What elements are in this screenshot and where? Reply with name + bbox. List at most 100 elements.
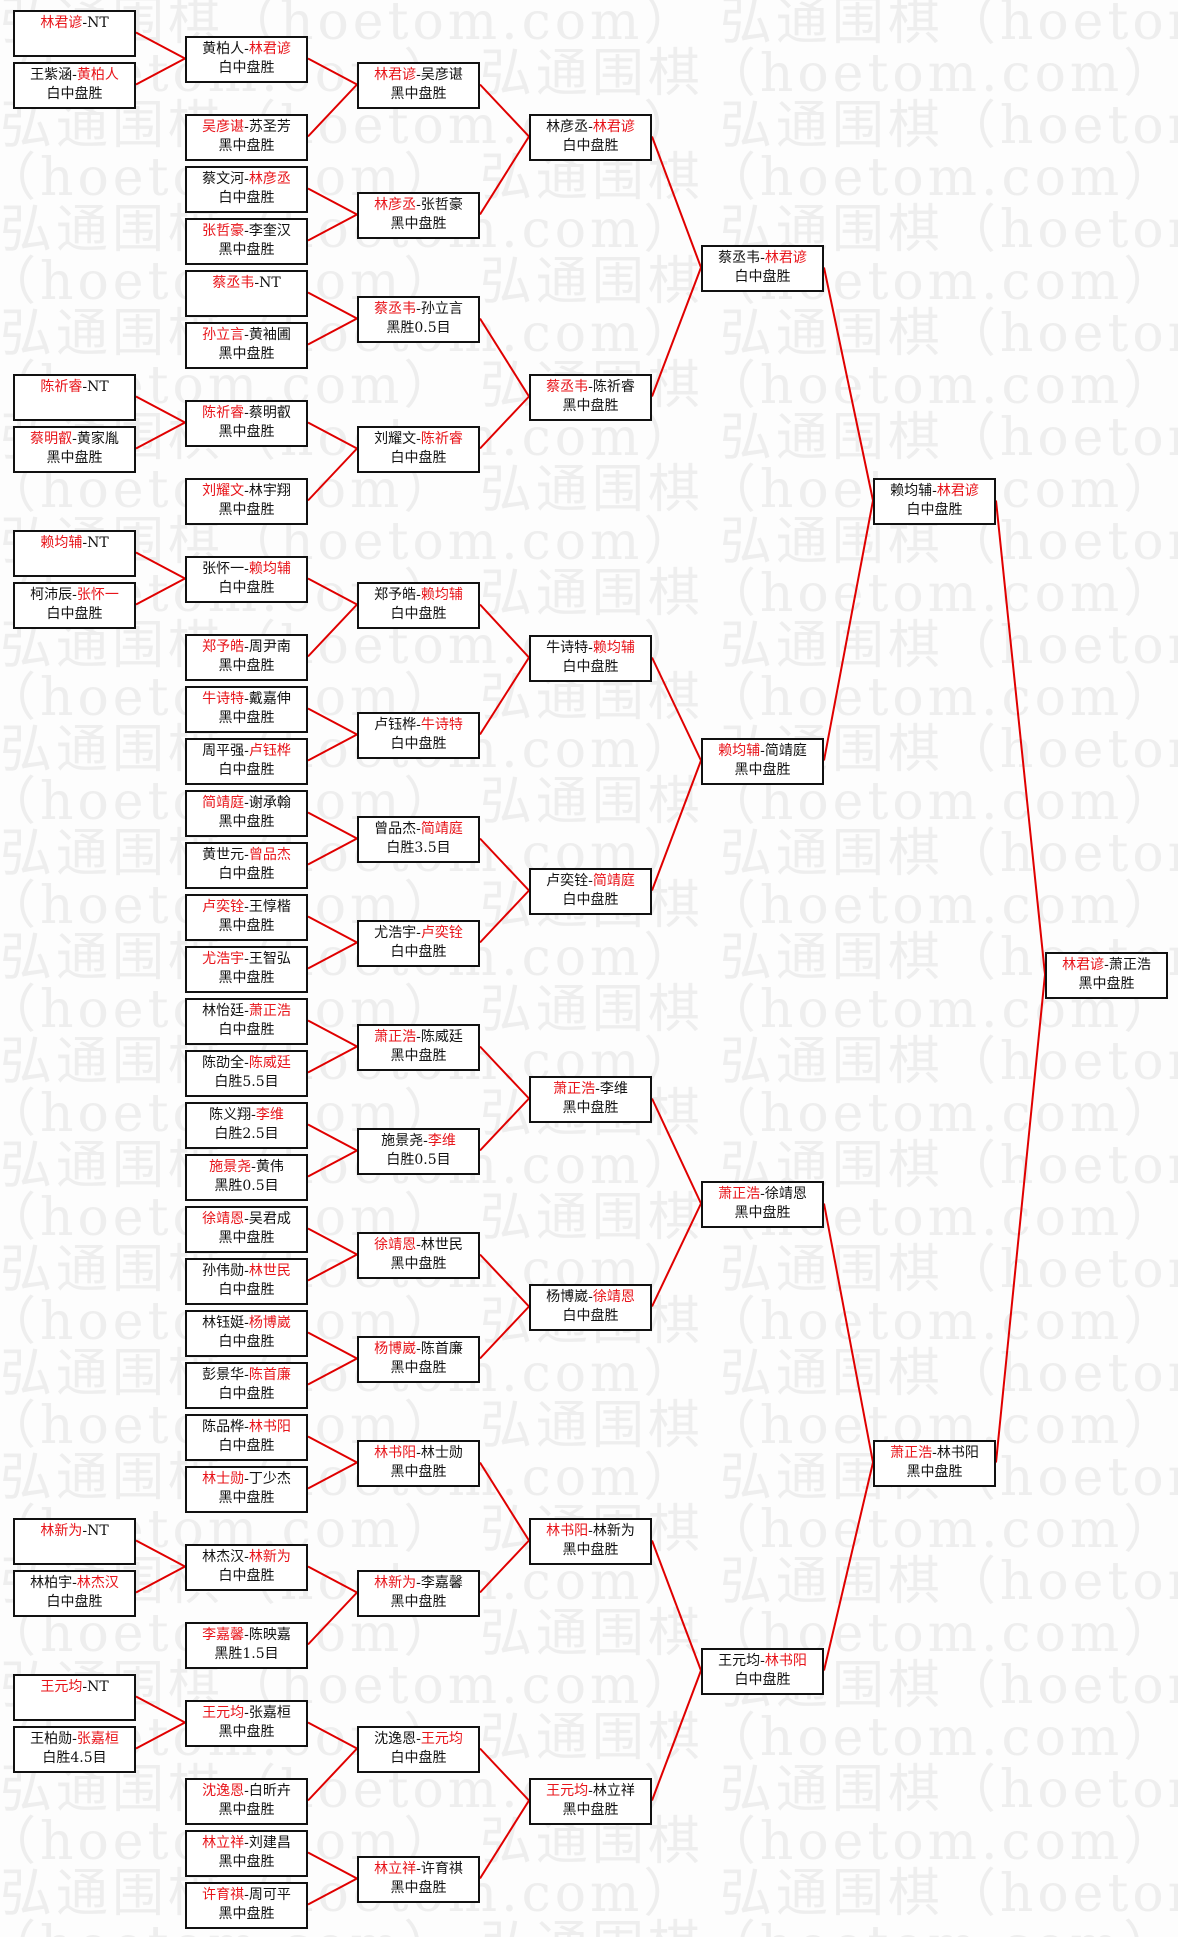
match-players: 柯沛辰-张怀一 [15, 586, 134, 605]
separator: - [244, 691, 249, 707]
match-result: 黑中盘胜 [390, 216, 447, 232]
match-result: 白中盘胜 [218, 1334, 275, 1350]
player-1: 徐靖恩 [374, 1237, 417, 1253]
match-players: 吴彦谌-苏圣芳 [187, 118, 306, 137]
player-1: 陈品桦 [202, 1419, 245, 1435]
connector-line [479, 1461, 530, 1542]
connector-line [479, 83, 530, 138]
separator: - [72, 1731, 77, 1747]
player-2: 赖均辅 [248, 561, 291, 577]
player-1: 卢奕铨 [202, 899, 245, 915]
match-players: 林钰娗-杨博崴 [187, 1314, 306, 1333]
player-2: 李维 [599, 1081, 628, 1097]
player-1: 林君谚 [374, 67, 417, 83]
separator: - [72, 587, 77, 603]
separator: - [588, 119, 593, 135]
player-2: 黄家胤 [76, 431, 119, 447]
player-1: 林士勋 [202, 1471, 245, 1487]
separator: - [588, 640, 593, 656]
connector-line [479, 395, 530, 450]
connector-line [651, 1670, 702, 1801]
player-1: 陈祈睿 [202, 405, 245, 421]
match-result: 黑中盘胜 [390, 1048, 447, 1064]
player-1: 郑予皓 [374, 587, 417, 603]
player-1: 王元均 [546, 1783, 589, 1799]
match-players: 杨博崴-陈首廉 [359, 1340, 478, 1359]
separator: - [416, 431, 421, 447]
player-2: 卢奕铨 [420, 925, 463, 941]
separator: - [416, 587, 421, 603]
match-players: 蔡明叡-黄家胤 [15, 430, 134, 449]
match-result: 白中盘胜 [218, 866, 275, 882]
match-box: 蔡明叡-黄家胤 黑中盘胜 [13, 426, 136, 473]
match-players: 刘耀文-林宇翔 [187, 482, 306, 501]
player-1: 林柏宇 [30, 1575, 73, 1591]
match-box: 陈品桦-林书阳 白中盘胜 [185, 1414, 308, 1461]
player-2: NT [87, 535, 109, 551]
match-result: 白胜0.5目 [386, 1152, 451, 1168]
connector-line [307, 733, 358, 762]
player-2: 卢钰桦 [248, 743, 291, 759]
match-players: 许育祺-周可平 [187, 1886, 306, 1905]
connector-line [135, 1539, 186, 1568]
match-box: 杨博崴-徐靖恩 白中盘胜 [529, 1284, 652, 1331]
match-box: 林书阳-林新为 黑中盘胜 [529, 1518, 652, 1565]
match-result: 黑中盘胜 [390, 1256, 447, 1272]
player-1: 蔡丞韦 [718, 250, 761, 266]
match-players: 陈祈睿-NT [15, 378, 134, 397]
match-box: 林彦丞-张哲豪 黑中盘胜 [357, 192, 480, 239]
connector-line [995, 500, 1046, 975]
separator: - [588, 1289, 593, 1305]
match-box: 林士勋-丁少杰 黑中盘胜 [185, 1466, 308, 1513]
match-result: 白中盘胜 [562, 1308, 619, 1324]
connector-line [479, 656, 530, 736]
separator: - [760, 1653, 765, 1669]
separator: - [244, 1367, 249, 1383]
connector-line [479, 1799, 530, 1880]
match-result: 黑中盘胜 [218, 1802, 275, 1818]
connector-line [135, 1565, 186, 1594]
match-result: 黑中盘胜 [218, 918, 275, 934]
separator: - [244, 223, 249, 239]
match-players: 林书阳-林新为 [531, 1522, 650, 1541]
separator: - [595, 1081, 600, 1097]
match-result: 黑中盘胜 [218, 1906, 275, 1922]
match-players: 蔡丞韦-陈祈睿 [531, 378, 650, 397]
match-players: 林新为-李嘉馨 [359, 1574, 478, 1593]
match-players: 萧正浩-林书阳 [875, 1444, 994, 1463]
connector-line [479, 1097, 530, 1152]
match-result: 黑中盘胜 [218, 242, 275, 258]
connector-line [307, 1435, 358, 1464]
connector-line [479, 1045, 530, 1100]
player-1: 林新为 [40, 1523, 83, 1539]
match-players: 沈逸恩-王元均 [359, 1730, 478, 1749]
connector-line [135, 577, 186, 606]
match-box: 尤浩宇-卢奕铨 白中盘胜 [357, 920, 480, 967]
separator: - [244, 639, 249, 655]
connector-line [307, 213, 358, 242]
separator: - [416, 301, 421, 317]
separator: - [244, 1263, 249, 1279]
player-1: 赖均辅 [718, 743, 761, 759]
separator: - [244, 1419, 249, 1435]
match-players: 黄柏人-林君谚 [187, 40, 306, 59]
separator: - [760, 250, 765, 266]
player-1: 林钰娗 [202, 1315, 245, 1331]
match-players: 陈义翔-李维 [187, 1106, 306, 1125]
match-result: 白中盘胜 [218, 1386, 275, 1402]
player-1: 蔡丞韦 [374, 301, 417, 317]
match-box: 郑予皓-赖均辅 白中盘胜 [357, 582, 480, 629]
match-result: 白中盘胜 [218, 1438, 275, 1454]
player-1: 林怡廷 [202, 1003, 245, 1019]
match-box: 牛诗特-戴嘉伸 黑中盘胜 [185, 686, 308, 733]
player-1: 林杰汉 [202, 1549, 245, 1565]
match-box: 简靖庭-谢承翰 黑中盘胜 [185, 790, 308, 837]
match-box: 王元均-张嘉桓 黑中盘胜 [185, 1700, 308, 1747]
match-box: 萧正浩-林书阳 黑中盘胜 [873, 1440, 996, 1487]
player-1: 赖均辅 [890, 483, 933, 499]
player-1: 萧正浩 [374, 1029, 417, 1045]
player-1: 沈逸恩 [374, 1731, 417, 1747]
player-2: 陈威廷 [420, 1029, 463, 1045]
match-result: 白中盘胜 [390, 944, 447, 960]
